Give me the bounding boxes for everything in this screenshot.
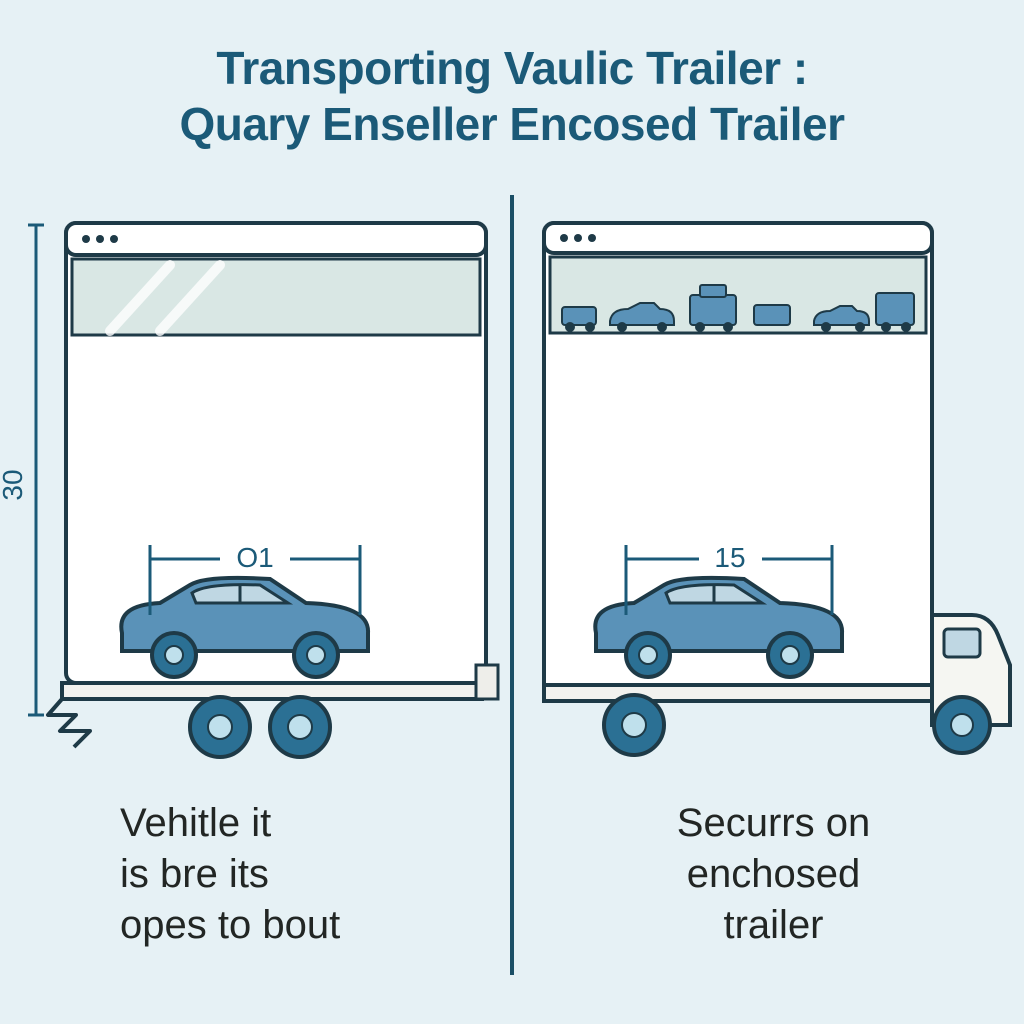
left-panel: 30 — [0, 215, 510, 775]
panels-row: 30 — [0, 215, 1024, 775]
left-caption-line: Vehitle it — [120, 798, 461, 849]
left-panel-svg: 30 — [0, 215, 510, 775]
right-caption: Securrs on enchosed trailer — [523, 798, 1024, 952]
title-line-2: Quary Enseller Encosed Trailer — [60, 96, 964, 152]
title-block: Transporting Vaulic Trailer : Quary Ense… — [0, 40, 1024, 152]
left-caption-line: is bre its — [120, 849, 461, 900]
right-panel-svg: 15 — [514, 215, 1024, 775]
left-side-label: 30 — [0, 469, 28, 500]
left-vertical-dimension: 30 — [0, 225, 44, 715]
right-caption-line: trailer — [603, 900, 944, 951]
right-caption-line: enchosed — [603, 849, 944, 900]
title-line-1: Transporting Vaulic Trailer : — [60, 40, 964, 96]
captions-row: Vehitle it is bre its opes to bout Secur… — [0, 798, 1024, 952]
right-dim-label: 15 — [714, 542, 745, 573]
left-caption: Vehitle it is bre its opes to bout — [0, 798, 519, 952]
right-caption-line: Securrs on — [603, 798, 944, 849]
left-caption-line: opes to bout — [120, 900, 461, 951]
right-panel: 15 — [514, 215, 1024, 775]
left-dim-label: O1 — [236, 542, 273, 573]
